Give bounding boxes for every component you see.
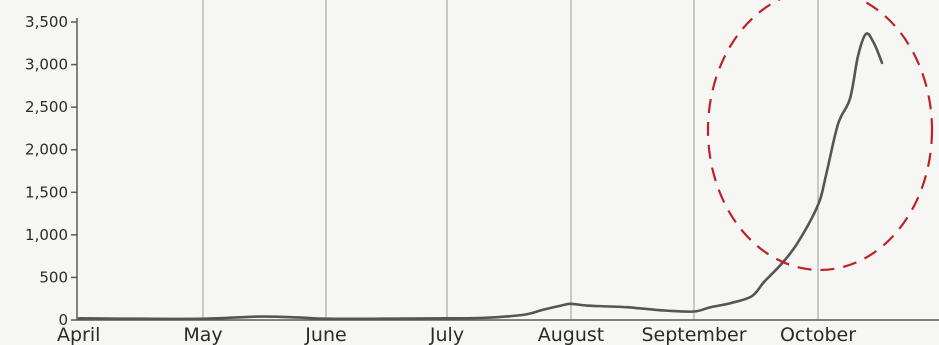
y-tick-label: 0 xyxy=(58,311,68,329)
y-tick-label: 3,500 xyxy=(25,13,68,31)
y-tick-label: 1,000 xyxy=(25,226,68,244)
y-tick-label: 2,000 xyxy=(25,141,68,159)
x-tick-label: September xyxy=(641,324,746,345)
y-tick-label: 500 xyxy=(39,268,68,286)
x-tick-label: October xyxy=(780,324,856,345)
x-tick-label: June xyxy=(304,324,346,345)
series xyxy=(77,32,884,321)
x-tick-label: May xyxy=(183,324,222,345)
series-line xyxy=(77,32,884,321)
axes xyxy=(71,18,939,321)
x-tick-label: July xyxy=(429,324,464,345)
tick-labels: 0 500 1,000 1,500 2,000 2,500 3,000 3,500 April M… xyxy=(25,13,856,345)
y-tick-label: 2,500 xyxy=(25,98,68,116)
x-tick-label: August xyxy=(538,324,605,345)
annotation-ellipse xyxy=(706,0,934,272)
x-tick-label: April xyxy=(57,324,100,345)
y-tick-label: 1,500 xyxy=(25,183,68,201)
gridlines xyxy=(202,0,819,320)
annotations xyxy=(706,0,934,272)
y-tick-label: 3,000 xyxy=(25,56,68,74)
